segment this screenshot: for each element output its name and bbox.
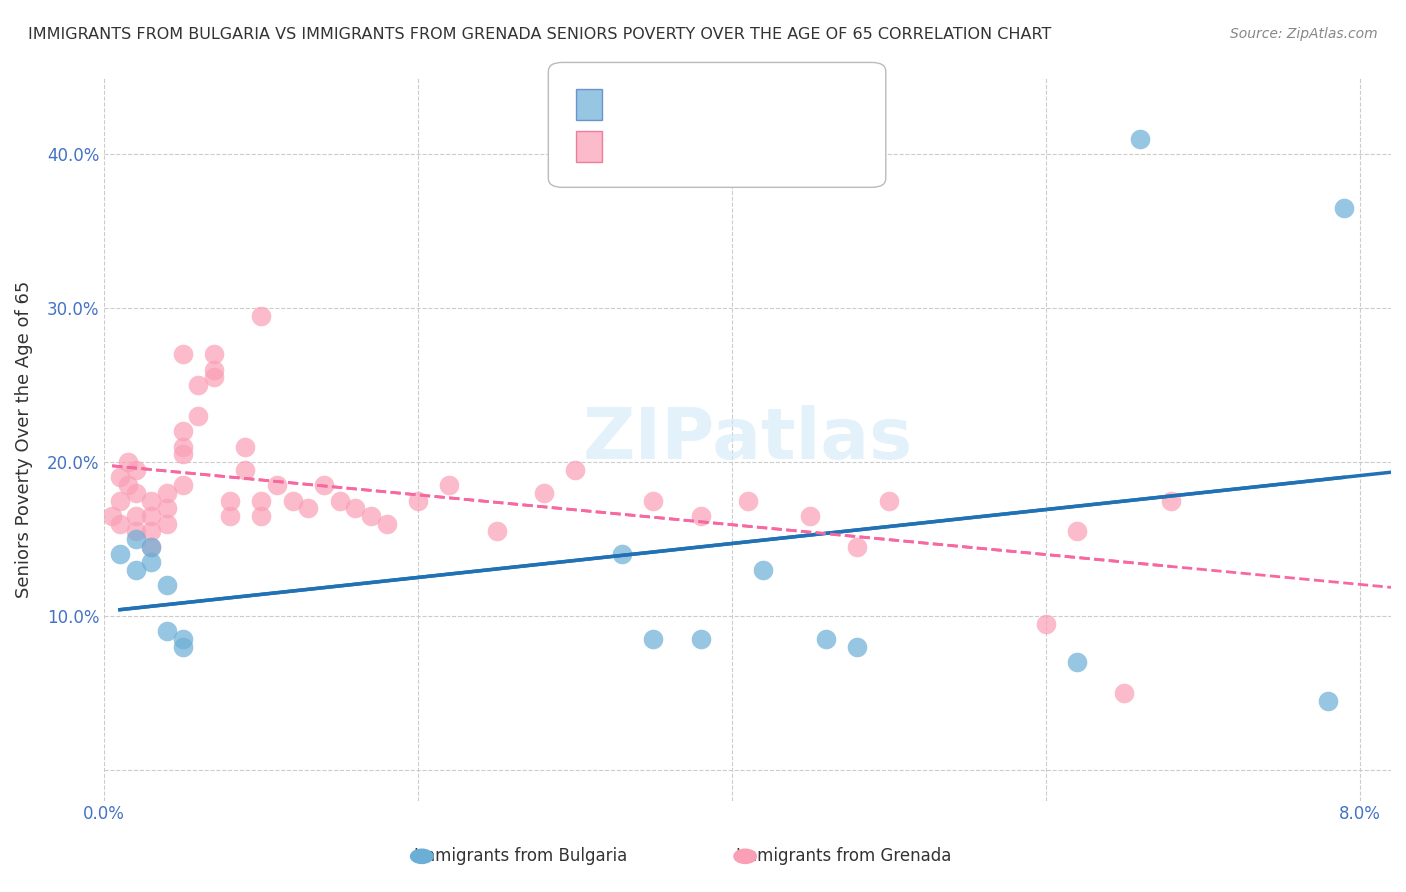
Point bbox=[312, 478, 335, 492]
Point bbox=[141, 555, 163, 569]
Point bbox=[1333, 201, 1355, 215]
Point bbox=[689, 632, 711, 646]
Point bbox=[218, 508, 240, 523]
Point bbox=[124, 524, 146, 539]
Text: R = 0.570   N = 17: R = 0.570 N = 17 bbox=[598, 98, 768, 116]
Point bbox=[360, 508, 382, 523]
Point bbox=[1066, 524, 1088, 539]
Point bbox=[737, 493, 759, 508]
Text: R = 0.107   N = 54: R = 0.107 N = 54 bbox=[598, 138, 768, 156]
Text: ZIPatlas: ZIPatlas bbox=[582, 405, 912, 474]
Point bbox=[172, 347, 194, 361]
Point bbox=[156, 516, 179, 531]
Point bbox=[108, 470, 131, 484]
Point bbox=[117, 455, 139, 469]
Y-axis label: Seniors Poverty Over the Age of 65: Seniors Poverty Over the Age of 65 bbox=[15, 280, 32, 598]
Point bbox=[564, 463, 586, 477]
Point bbox=[1160, 493, 1182, 508]
Point bbox=[141, 508, 163, 523]
Point bbox=[1317, 693, 1340, 707]
Point bbox=[846, 540, 869, 554]
Point bbox=[117, 478, 139, 492]
Point bbox=[108, 516, 131, 531]
Point bbox=[124, 508, 146, 523]
Point bbox=[799, 508, 821, 523]
Point bbox=[752, 563, 775, 577]
Point bbox=[172, 425, 194, 439]
Point bbox=[187, 378, 209, 392]
Point bbox=[172, 447, 194, 461]
Point bbox=[156, 624, 179, 639]
Point bbox=[1129, 132, 1152, 146]
Point bbox=[643, 632, 665, 646]
Point bbox=[124, 486, 146, 500]
Text: Immigrants from Bulgaria: Immigrants from Bulgaria bbox=[413, 847, 627, 865]
Point bbox=[124, 563, 146, 577]
Point bbox=[156, 578, 179, 592]
Point bbox=[141, 540, 163, 554]
Point bbox=[156, 486, 179, 500]
Point bbox=[250, 493, 273, 508]
Point bbox=[141, 540, 163, 554]
Point bbox=[124, 463, 146, 477]
Point bbox=[202, 370, 225, 384]
Point bbox=[406, 493, 429, 508]
Point bbox=[266, 478, 288, 492]
Point bbox=[250, 309, 273, 323]
Point bbox=[1035, 616, 1057, 631]
Point bbox=[297, 501, 319, 516]
Point bbox=[187, 409, 209, 423]
Point bbox=[202, 347, 225, 361]
Text: Immigrants from Grenada: Immigrants from Grenada bbox=[735, 847, 952, 865]
Point bbox=[172, 640, 194, 654]
Point bbox=[101, 508, 124, 523]
Point bbox=[172, 632, 194, 646]
Point bbox=[689, 508, 711, 523]
Text: Source: ZipAtlas.com: Source: ZipAtlas.com bbox=[1230, 27, 1378, 41]
Point bbox=[1066, 655, 1088, 669]
Point bbox=[141, 524, 163, 539]
Point bbox=[375, 516, 398, 531]
Point bbox=[846, 640, 869, 654]
Point bbox=[533, 486, 555, 500]
Point bbox=[124, 532, 146, 546]
Point bbox=[815, 632, 838, 646]
Point bbox=[156, 501, 179, 516]
Point bbox=[1114, 686, 1136, 700]
Point bbox=[250, 508, 273, 523]
Point bbox=[610, 548, 633, 562]
Point bbox=[172, 440, 194, 454]
Point bbox=[235, 463, 257, 477]
Point bbox=[108, 548, 131, 562]
Point bbox=[202, 363, 225, 377]
Point bbox=[439, 478, 461, 492]
Point bbox=[141, 493, 163, 508]
Text: IMMIGRANTS FROM BULGARIA VS IMMIGRANTS FROM GRENADA SENIORS POVERTY OVER THE AGE: IMMIGRANTS FROM BULGARIA VS IMMIGRANTS F… bbox=[28, 27, 1052, 42]
Point bbox=[218, 493, 240, 508]
Point bbox=[108, 493, 131, 508]
Point bbox=[235, 440, 257, 454]
Point bbox=[172, 478, 194, 492]
Point bbox=[485, 524, 508, 539]
Point bbox=[344, 501, 367, 516]
Point bbox=[281, 493, 304, 508]
Point bbox=[877, 493, 900, 508]
Point bbox=[643, 493, 665, 508]
Point bbox=[329, 493, 352, 508]
